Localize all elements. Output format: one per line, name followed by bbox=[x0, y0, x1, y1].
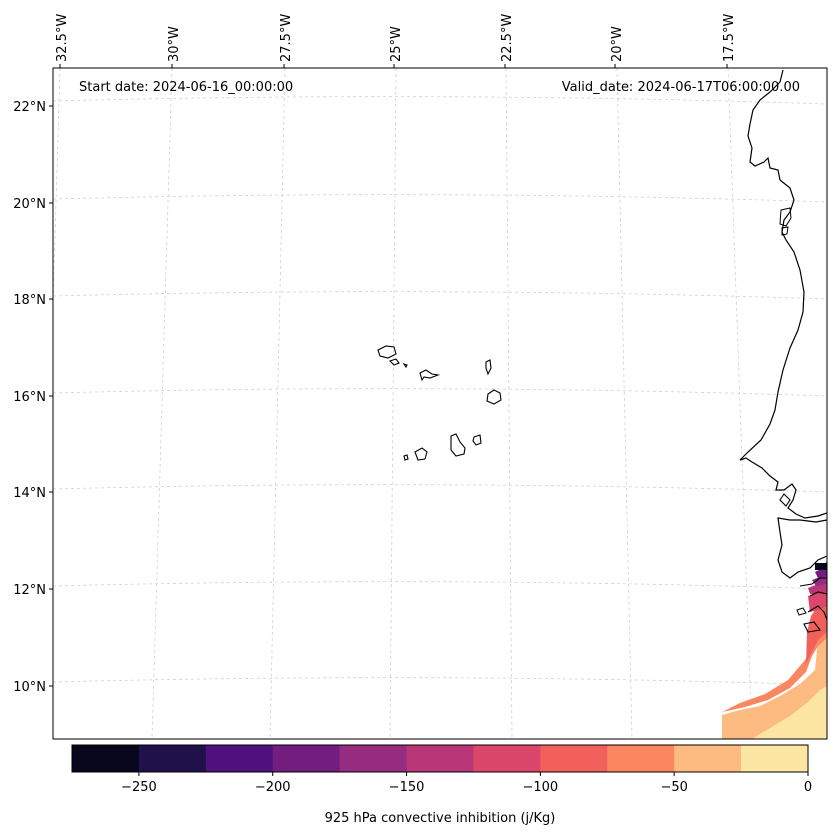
colorbar-swatch bbox=[72, 745, 140, 772]
map-frame bbox=[52, 67, 828, 740]
colorbar-swatch bbox=[741, 745, 809, 772]
island-brava bbox=[403, 454, 409, 461]
colorbar-tick-label: −50 bbox=[660, 780, 687, 795]
colorbar-frame bbox=[71, 744, 809, 773]
meridian-line bbox=[151, 68, 173, 739]
island-maio bbox=[472, 434, 482, 446]
parallel-gridlines bbox=[53, 96, 827, 686]
lat-label: 18°N bbox=[13, 293, 46, 308]
colorbar-label: 925 hPa convective inhibition (j/Kg) bbox=[325, 811, 556, 826]
lat-label: 14°N bbox=[13, 486, 46, 501]
lat-label: 10°N bbox=[13, 680, 46, 695]
colorbar-tick-label: −100 bbox=[523, 780, 559, 795]
africa-coastline bbox=[739, 69, 827, 519]
start-date-label: Start date: 2024-06-16_00:00:00 bbox=[79, 80, 293, 95]
longitude-labels: 32.5°W 30°W 27.5°W 25°W 22.5°W 20°W 17.5°W bbox=[55, 14, 737, 68]
colorbar-swatch bbox=[138, 745, 207, 772]
cin-band-palest bbox=[752, 686, 827, 739]
lon-label: 30°W bbox=[167, 26, 182, 62]
lat-label: 20°N bbox=[13, 197, 46, 212]
cin-band-darkest bbox=[815, 563, 827, 570]
lon-label: 25°W bbox=[389, 26, 404, 62]
island-santiago bbox=[450, 433, 466, 457]
lat-label: 22°N bbox=[13, 100, 46, 115]
parallel-line bbox=[53, 677, 827, 686]
lat-label: 12°N bbox=[13, 583, 46, 598]
colorbar: −250 −200 −150 −100 −50 0 925 hPa convective … bbox=[71, 744, 812, 826]
parallel-line bbox=[53, 291, 827, 300]
parallel-line bbox=[53, 96, 827, 105]
colorbar-tick-label: −200 bbox=[255, 780, 291, 795]
island-sal bbox=[485, 359, 492, 376]
colorbar-swatch bbox=[607, 745, 675, 772]
island-santa-luzia bbox=[402, 362, 408, 369]
colorbar-swatch bbox=[272, 745, 341, 772]
colorbar-swatch bbox=[674, 745, 742, 772]
island-sao-vicente bbox=[388, 358, 400, 366]
parallel-line bbox=[53, 388, 827, 397]
coastal-inlet bbox=[781, 226, 789, 236]
dakar-peninsula bbox=[779, 493, 791, 507]
cin-band-coral bbox=[806, 602, 827, 664]
colorbar-swatch bbox=[406, 745, 474, 772]
colorbar-tick-label: 0 bbox=[804, 780, 812, 795]
colorbar-swatch bbox=[473, 745, 541, 772]
parallel-line bbox=[53, 194, 827, 203]
meridian-line bbox=[389, 68, 397, 739]
colorbar-swatch bbox=[540, 745, 608, 772]
island-boa-vista bbox=[486, 389, 502, 405]
valid-date-label: Valid_date: 2024-06-17T06:00:00.00 bbox=[562, 80, 800, 95]
lon-label: 27.5°W bbox=[279, 14, 294, 62]
bissagos-island bbox=[796, 607, 807, 616]
latitude-labels: 22°N 20°N 18°N 16°N 14°N 12°N 10°N bbox=[13, 100, 53, 695]
lon-label: 17.5°W bbox=[722, 14, 737, 62]
colorbar-tick-label: −150 bbox=[389, 780, 425, 795]
meridian-line bbox=[616, 68, 633, 739]
cin-band-orange bbox=[722, 628, 827, 712]
lon-label: 20°W bbox=[610, 26, 625, 62]
meridian-line bbox=[269, 68, 286, 739]
meridian-line bbox=[505, 68, 513, 739]
island-fogo bbox=[414, 447, 428, 461]
cape-verde-islands bbox=[377, 345, 502, 461]
meridian-line bbox=[727, 68, 753, 739]
colorbar-swatch bbox=[339, 745, 408, 772]
parallel-line bbox=[53, 484, 827, 493]
lon-label: 32.5°W bbox=[55, 14, 70, 62]
coastal-inlet bbox=[779, 207, 792, 227]
senegambia-coast bbox=[777, 517, 827, 579]
cin-band-rose bbox=[808, 588, 827, 612]
colorbar-ticks: −250 −200 −150 −100 −50 0 bbox=[121, 772, 812, 795]
colorbar-swatch bbox=[205, 745, 274, 772]
island-santo-antao bbox=[377, 345, 397, 359]
lat-label: 16°N bbox=[13, 390, 46, 405]
parallel-line bbox=[53, 581, 827, 590]
colorbar-swatches bbox=[72, 745, 809, 772]
map-panel bbox=[53, 68, 827, 739]
colorbar-tick-label: −250 bbox=[121, 780, 157, 795]
meridian-gridlines bbox=[53, 68, 753, 739]
guinea-bissau-coast bbox=[799, 577, 827, 633]
cin-contour-fill bbox=[722, 562, 827, 739]
lon-label: 22.5°W bbox=[500, 14, 515, 62]
island-sao-nicolau bbox=[419, 369, 441, 382]
